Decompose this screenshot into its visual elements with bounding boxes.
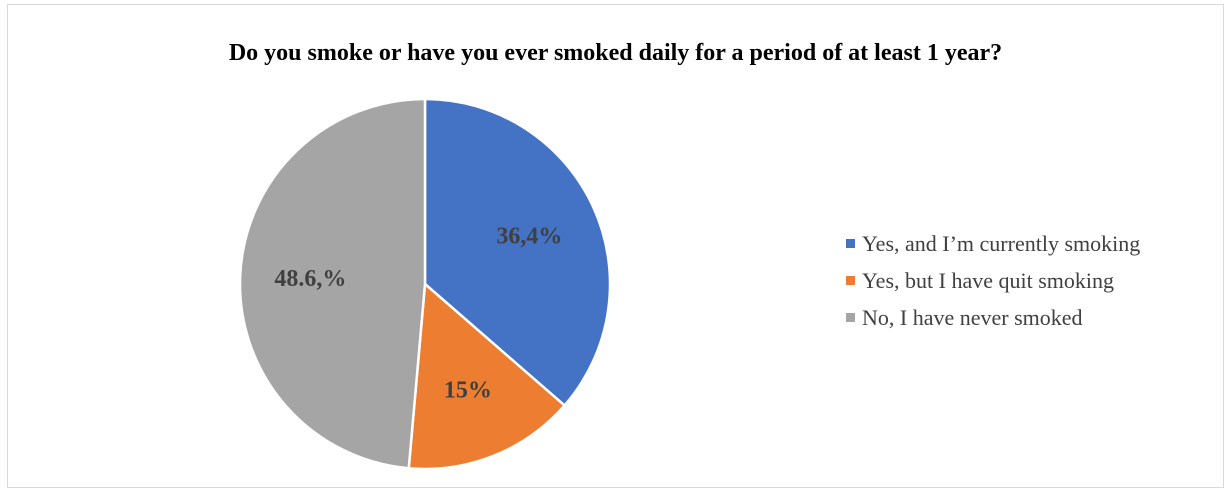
data-label-quit-smoking: 15%	[444, 377, 492, 403]
legend-swatch-never-smoked	[846, 313, 855, 322]
data-label-never-smoked: 48.6,%	[274, 266, 346, 292]
data-label-currently-smoking: 36,4%	[496, 223, 562, 249]
legend-swatch-currently-smoking	[846, 239, 855, 248]
legend-item-never-smoked: No, I have never smoked	[846, 299, 1140, 336]
legend-swatch-quit-smoking	[846, 276, 855, 285]
legend: Yes, and I’m currently smoking Yes, but …	[846, 225, 1140, 336]
legend-label-quit-smoking: Yes, but I have quit smoking	[862, 267, 1114, 293]
pie-slice-currently-smoking	[423, 97, 612, 408]
chart-title: Do you smoke or have you ever smoked dai…	[228, 40, 1003, 66]
legend-item-quit-smoking: Yes, but I have quit smoking	[846, 262, 1140, 299]
pie-slice-never-smoked	[238, 97, 427, 470]
chart-frame	[7, 4, 1224, 488]
legend-label-never-smoked: No, I have never smoked	[862, 304, 1083, 330]
legend-item-currently-smoking: Yes, and I’m currently smoking	[846, 225, 1140, 262]
legend-label-currently-smoking: Yes, and I’m currently smoking	[862, 230, 1141, 256]
pie-slice-quit-smoking	[407, 281, 567, 471]
